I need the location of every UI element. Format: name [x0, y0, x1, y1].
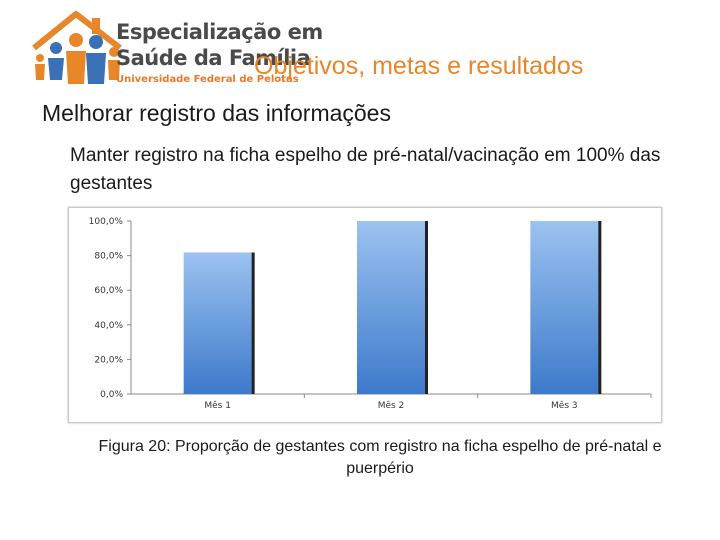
y-tick-label: 0,0%: [100, 390, 123, 400]
bar-chart: 0,0% 20,0% 40,0% 60,0% 80,0% 100,0% Mês 1 Mês 2…: [68, 207, 662, 423]
y-tick-label: 60,0%: [94, 286, 123, 296]
logo-title-line1: Especialização em: [116, 20, 323, 44]
x-tick-label: Mês 3: [551, 400, 578, 411]
x-tick-label: Mês 2: [378, 400, 405, 411]
y-tick-label: 20,0%: [94, 355, 123, 365]
x-tick-label: Mês 1: [204, 400, 231, 411]
bar-3: [530, 221, 599, 394]
logo: Especialização em Saúde da Família Unive…: [28, 8, 323, 92]
goal-text: Manter registro na ficha espelho de pré-…: [70, 145, 661, 194]
bar-1: [183, 252, 252, 394]
y-tick-label: 80,0%: [94, 252, 123, 262]
logo-title-line2: Saúde da Família: [116, 46, 311, 70]
logo-subtitle: Universidade Federal de Pelotas: [116, 74, 299, 85]
slide-title: Objetivos, metas e resultados: [254, 52, 584, 80]
family-house-logo-icon: [32, 11, 122, 84]
chart-canvas: 0,0% 20,0% 40,0% 60,0% 80,0% 100,0% Mês 1 Mês 2…: [89, 217, 652, 411]
y-tick-label: 100,0%: [89, 217, 124, 227]
bar-2: [357, 221, 425, 394]
figure-caption: Figura 20: Proporção de gestantes com re…: [98, 438, 662, 477]
section-heading: Melhorar registro das informações: [42, 100, 391, 126]
y-tick-label: 40,0%: [94, 321, 123, 331]
